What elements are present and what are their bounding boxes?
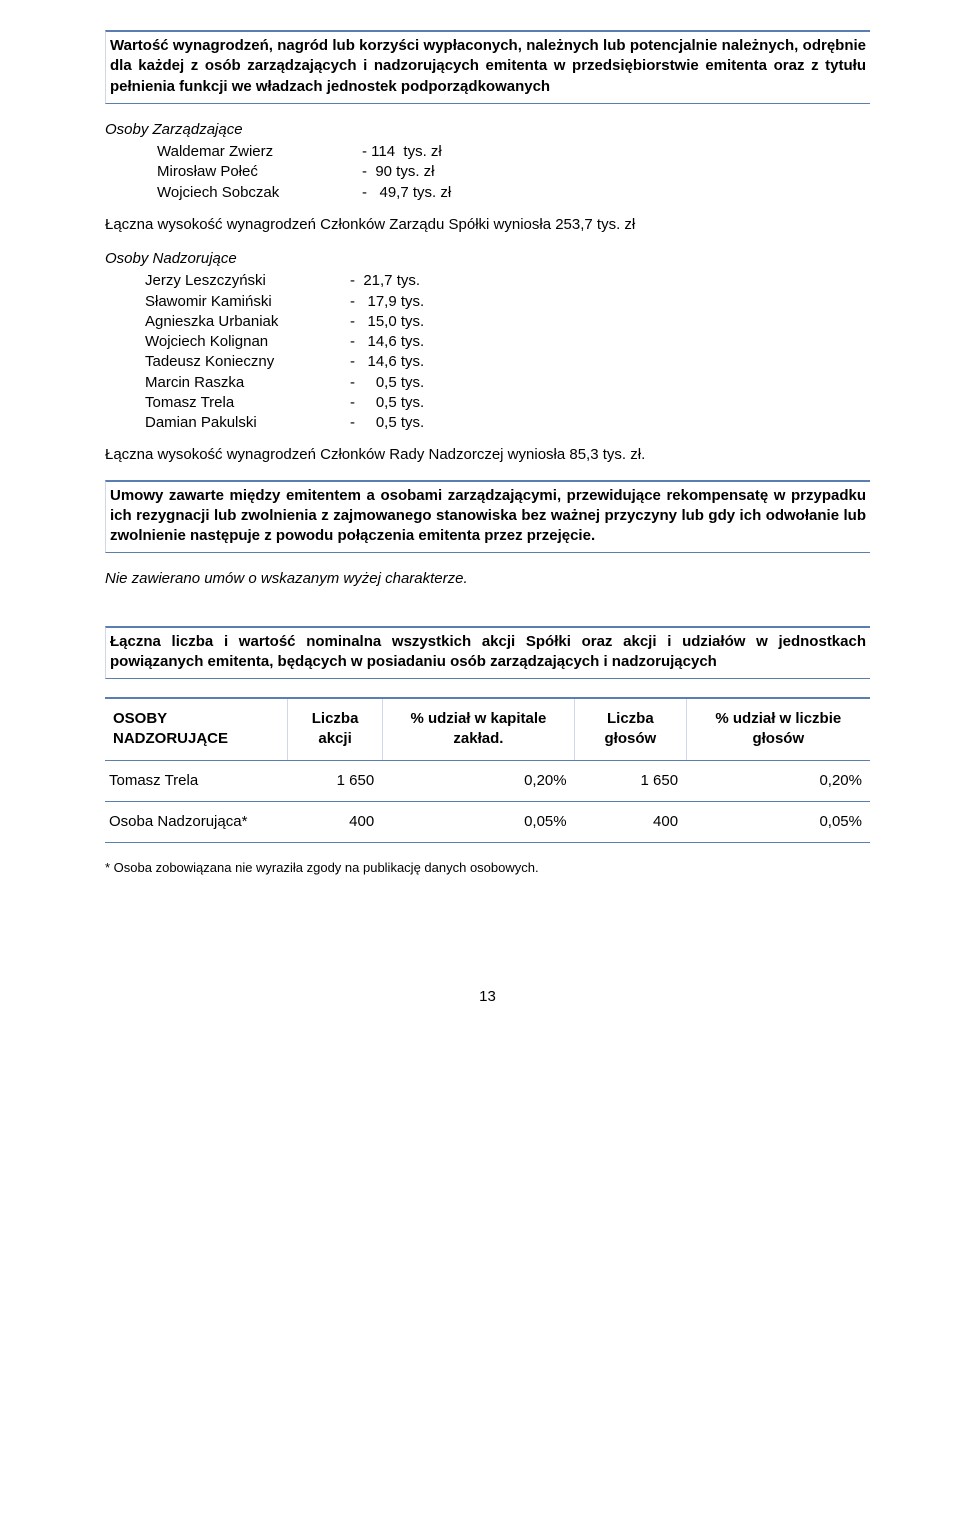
table-row: Tomasz Trela 1 650 0,20% 1 650 0,20% [105, 760, 870, 801]
person-value: - 90 tys. zł [362, 162, 435, 182]
cell: 400 [288, 801, 382, 842]
subheading-managing: Osoby Zarządzające [105, 120, 870, 140]
person-name: Waldemar Zwierz [157, 142, 362, 162]
person-name: Tadeusz Konieczny [145, 352, 350, 372]
cell: 400 [575, 801, 686, 842]
list-item: Wojciech Kolignan- 14,6 tys. [145, 332, 870, 352]
shares-table: OSOBY NADZORUJĄCE Liczba akcji % udział … [105, 697, 870, 843]
person-value: - 21,7 tys. [350, 271, 420, 291]
person-value: - 0,5 tys. [350, 393, 424, 413]
person-value: - 14,6 tys. [350, 352, 424, 372]
person-value: - 15,0 tys. [350, 312, 424, 332]
managing-list: Waldemar Zwierz- 114 tys. zł Mirosław Po… [157, 142, 870, 203]
no-agreements-text: Nie zawierano umów o wskazanym wyżej cha… [105, 569, 870, 589]
cell: 0,05% [382, 801, 574, 842]
page-number: 13 [105, 987, 870, 1007]
list-item: Wojciech Sobczak- 49,7 tys. zł [157, 183, 870, 203]
list-item: Waldemar Zwierz- 114 tys. zł [157, 142, 870, 162]
list-item: Marcin Raszka- 0,5 tys. [145, 373, 870, 393]
footnote: * Osoba zobowiązana nie wyraziła zgody n… [105, 859, 870, 877]
subheading-supervising: Osoby Nadzorujące [105, 249, 870, 269]
table-header-row: OSOBY NADZORUJĄCE Liczba akcji % udział … [105, 698, 870, 760]
person-name: Tomasz Trela [145, 393, 350, 413]
person-name: Damian Pakulski [145, 413, 350, 433]
list-item: Sławomir Kamiński- 17,9 tys. [145, 292, 870, 312]
person-name: Sławomir Kamiński [145, 292, 350, 312]
person-value: - 0,5 tys. [350, 413, 424, 433]
section-heading-compensation: Wartość wynagrodzeń, nagród lub korzyści… [105, 30, 870, 104]
cell: 1 650 [575, 760, 686, 801]
cell: Tomasz Trela [105, 760, 288, 801]
person-value: - 114 tys. zł [362, 142, 442, 162]
list-item: Mirosław Połeć- 90 tys. zł [157, 162, 870, 182]
person-name: Agnieszka Urbaniak [145, 312, 350, 332]
cell: 0,20% [686, 760, 870, 801]
cell: 0,05% [686, 801, 870, 842]
person-value: - 17,9 tys. [350, 292, 424, 312]
cell: Osoba Nadzorująca* [105, 801, 288, 842]
person-name: Mirosław Połeć [157, 162, 362, 182]
col-header: OSOBY NADZORUJĄCE [105, 698, 288, 760]
list-item: Tadeusz Konieczny- 14,6 tys. [145, 352, 870, 372]
list-item: Jerzy Leszczyński- 21,7 tys. [145, 271, 870, 291]
table-row: Osoba Nadzorująca* 400 0,05% 400 0,05% [105, 801, 870, 842]
section-heading-agreements: Umowy zawarte między emitentem a osobami… [105, 480, 870, 554]
supervising-total: Łączna wysokość wynagrodzeń Członków Rad… [105, 445, 870, 465]
person-name: Marcin Raszka [145, 373, 350, 393]
page-container: Wartość wynagrodzeń, nagród lub korzyści… [0, 0, 960, 1067]
supervising-list: Jerzy Leszczyński- 21,7 tys. Sławomir Ka… [145, 271, 870, 433]
col-header: % udział w liczbie głosów [686, 698, 870, 760]
section-heading-shares: Łączna liczba i wartość nominalna wszyst… [105, 626, 870, 680]
cell: 0,20% [382, 760, 574, 801]
person-name: Wojciech Kolignan [145, 332, 350, 352]
list-item: Agnieszka Urbaniak- 15,0 tys. [145, 312, 870, 332]
col-header: % udział w kapitale zakład. [382, 698, 574, 760]
person-value: - 14,6 tys. [350, 332, 424, 352]
col-header: Liczba głosów [575, 698, 686, 760]
list-item: Tomasz Trela- 0,5 tys. [145, 393, 870, 413]
person-value: - 0,5 tys. [350, 373, 424, 393]
person-name: Wojciech Sobczak [157, 183, 362, 203]
managing-total: Łączna wysokość wynagrodzeń Członków Zar… [105, 215, 870, 235]
col-header: Liczba akcji [288, 698, 382, 760]
person-name: Jerzy Leszczyński [145, 271, 350, 291]
spacer [105, 604, 870, 626]
list-item: Damian Pakulski- 0,5 tys. [145, 413, 870, 433]
person-value: - 49,7 tys. zł [362, 183, 451, 203]
cell: 1 650 [288, 760, 382, 801]
